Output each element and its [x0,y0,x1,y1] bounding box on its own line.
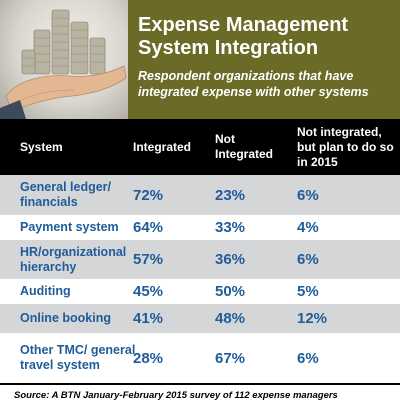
table-row: General ledger/ financials 72% 23% 6% [0,175,400,215]
column-header-plan-2015: Not integrated, but plan to do so in 201… [297,124,394,169]
column-header-not-integrated: Not Integrated [215,132,274,161]
not-integrated-value: 67% [215,349,246,367]
integrated-value: 57% [133,251,164,268]
plan-2015-value: 4% [297,219,319,236]
integrated-value: 72% [133,186,164,204]
source-note: Source: A BTN January-February 2015 surv… [14,390,338,401]
system-name: Online booking [20,311,111,325]
table-row: Auditing 45% 50% 5% [0,279,400,304]
not-integrated-value: 48% [215,310,246,327]
coins-hand-illustration [0,9,127,119]
plan-2015-value: 5% [297,283,319,300]
header-banner: Expense Management System Integration Re… [0,0,400,119]
subtitle: Respondent organizations that have integ… [138,69,369,99]
column-header-integrated: Integrated [133,139,192,154]
not-integrated-value: 36% [215,251,246,268]
table-row: Payment system 64% 33% 4% [0,215,400,240]
column-header-system: System [20,139,63,154]
system-name: HR/organizational hierarchy [20,244,127,274]
system-name: Other TMC/ general travel system [20,343,136,372]
system-name: Auditing [20,284,71,298]
integrated-value: 64% [133,219,164,236]
integrated-value: 41% [133,310,164,327]
plan-2015-value: 6% [297,251,319,268]
integrated-value: 28% [133,349,164,367]
coins-in-hand-image [0,0,128,119]
plan-2015-value: 6% [297,349,319,367]
system-name: General ledger/ financials [20,180,112,209]
system-name: Payment system [20,220,119,234]
plan-2015-value: 12% [297,310,328,327]
plan-2015-value: 6% [297,186,319,204]
not-integrated-value: 50% [215,283,246,300]
not-integrated-value: 23% [215,186,246,204]
not-integrated-value: 33% [215,219,246,236]
title: Expense Management System Integration [138,14,349,59]
source-footer: Source: A BTN January-February 2015 surv… [0,383,400,408]
integrated-value: 45% [133,283,164,300]
column-header-row: System Integrated Not Integrated Not int… [0,119,400,175]
table-row: Online booking 41% 48% 12% [0,304,400,333]
table-row: Other TMC/ general travel system 28% 67%… [0,333,400,383]
table-row: HR/organizational hierarchy 57% 36% 6% [0,240,400,279]
